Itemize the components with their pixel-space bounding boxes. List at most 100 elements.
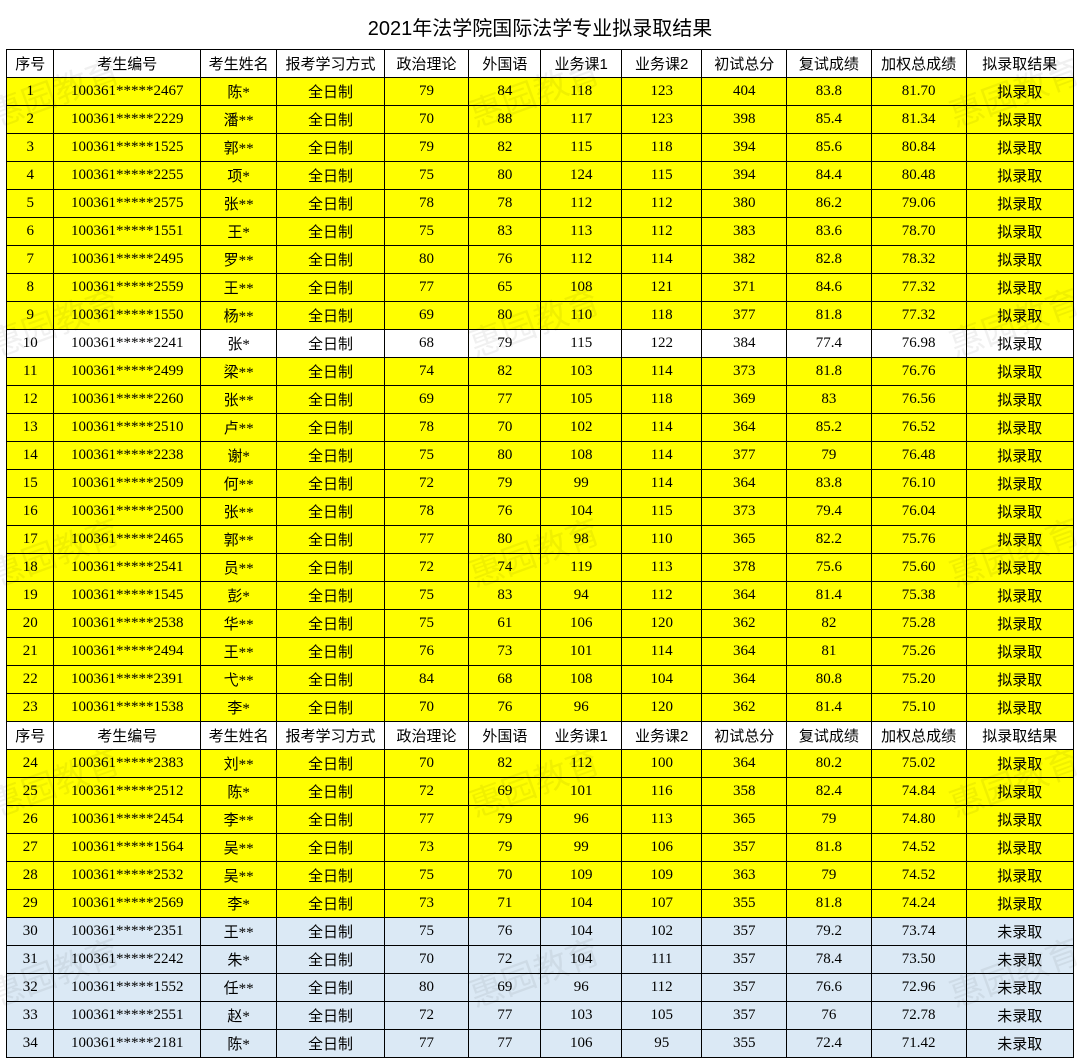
table-row: 33100361*****2551赵*全日制72771031053577672.… (7, 1002, 1074, 1030)
table-cell: 73 (384, 890, 469, 918)
column-header: 初试总分 (702, 722, 787, 750)
table-cell: 74 (384, 358, 469, 386)
table-cell: 394 (702, 162, 787, 190)
table-cell: 2 (7, 106, 54, 134)
table-row: 23100361*****1538李*全日制70769612036281.475… (7, 694, 1074, 722)
table-cell: 拟录取 (966, 190, 1073, 218)
table-row: 28100361*****2532吴**全日制75701091093637974… (7, 862, 1074, 890)
table-cell: 118 (621, 386, 701, 414)
table-cell: 全日制 (277, 358, 384, 386)
table-cell: 80 (384, 974, 469, 1002)
table-cell: 弋** (200, 666, 276, 694)
table-cell: 100361*****1564 (54, 834, 201, 862)
table-cell: 杨** (200, 302, 276, 330)
table-cell: 96 (541, 806, 621, 834)
table-cell: 全日制 (277, 1002, 384, 1030)
table-cell: 117 (541, 106, 621, 134)
table-cell: 华** (200, 610, 276, 638)
table-cell: 32 (7, 974, 54, 1002)
table-cell: 103 (541, 1002, 621, 1030)
table-cell: 75.20 (871, 666, 966, 694)
table-cell: 75.76 (871, 526, 966, 554)
table-cell: 拟录取 (966, 106, 1073, 134)
column-header: 政治理论 (384, 722, 469, 750)
table-cell: 81 (787, 638, 872, 666)
table-cell: 100361*****2351 (54, 918, 201, 946)
table-cell: 113 (621, 806, 701, 834)
table-cell: 105 (621, 1002, 701, 1030)
table-cell: 73 (384, 834, 469, 862)
table-cell: 76.6 (787, 974, 872, 1002)
table-cell: 75 (384, 610, 469, 638)
table-cell: 94 (541, 582, 621, 610)
table-row: 19100361*****1545彭*全日制75839411236481.475… (7, 582, 1074, 610)
table-cell: 34 (7, 1030, 54, 1058)
table-cell: 69 (384, 302, 469, 330)
table-cell: 74.52 (871, 862, 966, 890)
table-cell: 113 (541, 218, 621, 246)
table-cell: 102 (541, 414, 621, 442)
table-cell: 78 (384, 190, 469, 218)
table-cell: 77.32 (871, 302, 966, 330)
table-cell: 81.4 (787, 694, 872, 722)
table-cell: 357 (702, 974, 787, 1002)
table-cell: 76.04 (871, 498, 966, 526)
table-cell: 76 (469, 498, 541, 526)
table-cell: 77 (384, 806, 469, 834)
table-cell: 73 (469, 638, 541, 666)
table-cell: 106 (621, 834, 701, 862)
table-cell: 李* (200, 694, 276, 722)
table-cell: 83 (469, 218, 541, 246)
table-cell: 81.8 (787, 302, 872, 330)
table-cell: 79 (384, 134, 469, 162)
table-cell: 79 (787, 806, 872, 834)
table-cell: 369 (702, 386, 787, 414)
table-cell: 拟录取 (966, 78, 1073, 106)
table-cell: 33 (7, 1002, 54, 1030)
table-cell: 任** (200, 974, 276, 1002)
table-cell: 119 (541, 554, 621, 582)
table-cell: 25 (7, 778, 54, 806)
table-cell: 85.6 (787, 134, 872, 162)
table-cell: 108 (541, 442, 621, 470)
table-cell: 张* (200, 330, 276, 358)
table-cell: 拟录取 (966, 274, 1073, 302)
table-cell: 84.4 (787, 162, 872, 190)
table-cell: 112 (541, 750, 621, 778)
table-cell: 68 (384, 330, 469, 358)
table-cell: 364 (702, 414, 787, 442)
table-cell: 78.4 (787, 946, 872, 974)
column-header: 序号 (7, 722, 54, 750)
table-cell: 74 (469, 554, 541, 582)
table-cell: 拟录取 (966, 806, 1073, 834)
table-cell: 拟录取 (966, 834, 1073, 862)
table-cell: 113 (621, 554, 701, 582)
table-cell: 陈* (200, 778, 276, 806)
table-cell: 罗** (200, 246, 276, 274)
table-header-row: 序号考生编号考生姓名报考学习方式政治理论外国语业务课1业务课2初试总分复试成绩加… (7, 50, 1074, 78)
table-cell: 72 (384, 1002, 469, 1030)
table-row: 8100361*****2559王**全日制776510812137184.67… (7, 274, 1074, 302)
table-cell: 朱* (200, 946, 276, 974)
table-cell: 潘** (200, 106, 276, 134)
table-cell: 76 (469, 694, 541, 722)
table-row: 16100361*****2500张**全日制787610411537379.4… (7, 498, 1074, 526)
table-cell: 张** (200, 386, 276, 414)
table-cell: 100361*****2391 (54, 666, 201, 694)
table-cell: 384 (702, 330, 787, 358)
table-cell: 110 (541, 302, 621, 330)
table-cell: 77 (384, 526, 469, 554)
table-cell: 123 (621, 78, 701, 106)
table-cell: 王* (200, 218, 276, 246)
table-cell: 111 (621, 946, 701, 974)
table-cell: 364 (702, 470, 787, 498)
table-cell: 100361*****2181 (54, 1030, 201, 1058)
table-cell: 83.8 (787, 470, 872, 498)
table-cell: 全日制 (277, 78, 384, 106)
admission-table: 序号考生编号考生姓名报考学习方式政治理论外国语业务课1业务课2初试总分复试成绩加… (6, 49, 1074, 1058)
table-cell: 8 (7, 274, 54, 302)
table-cell: 100361*****2241 (54, 330, 201, 358)
table-row: 10100361*****2241张*全日制687911512238477.47… (7, 330, 1074, 358)
table-row: 5100361*****2575张**全日制787811211238086.27… (7, 190, 1074, 218)
table-cell: 全日制 (277, 386, 384, 414)
